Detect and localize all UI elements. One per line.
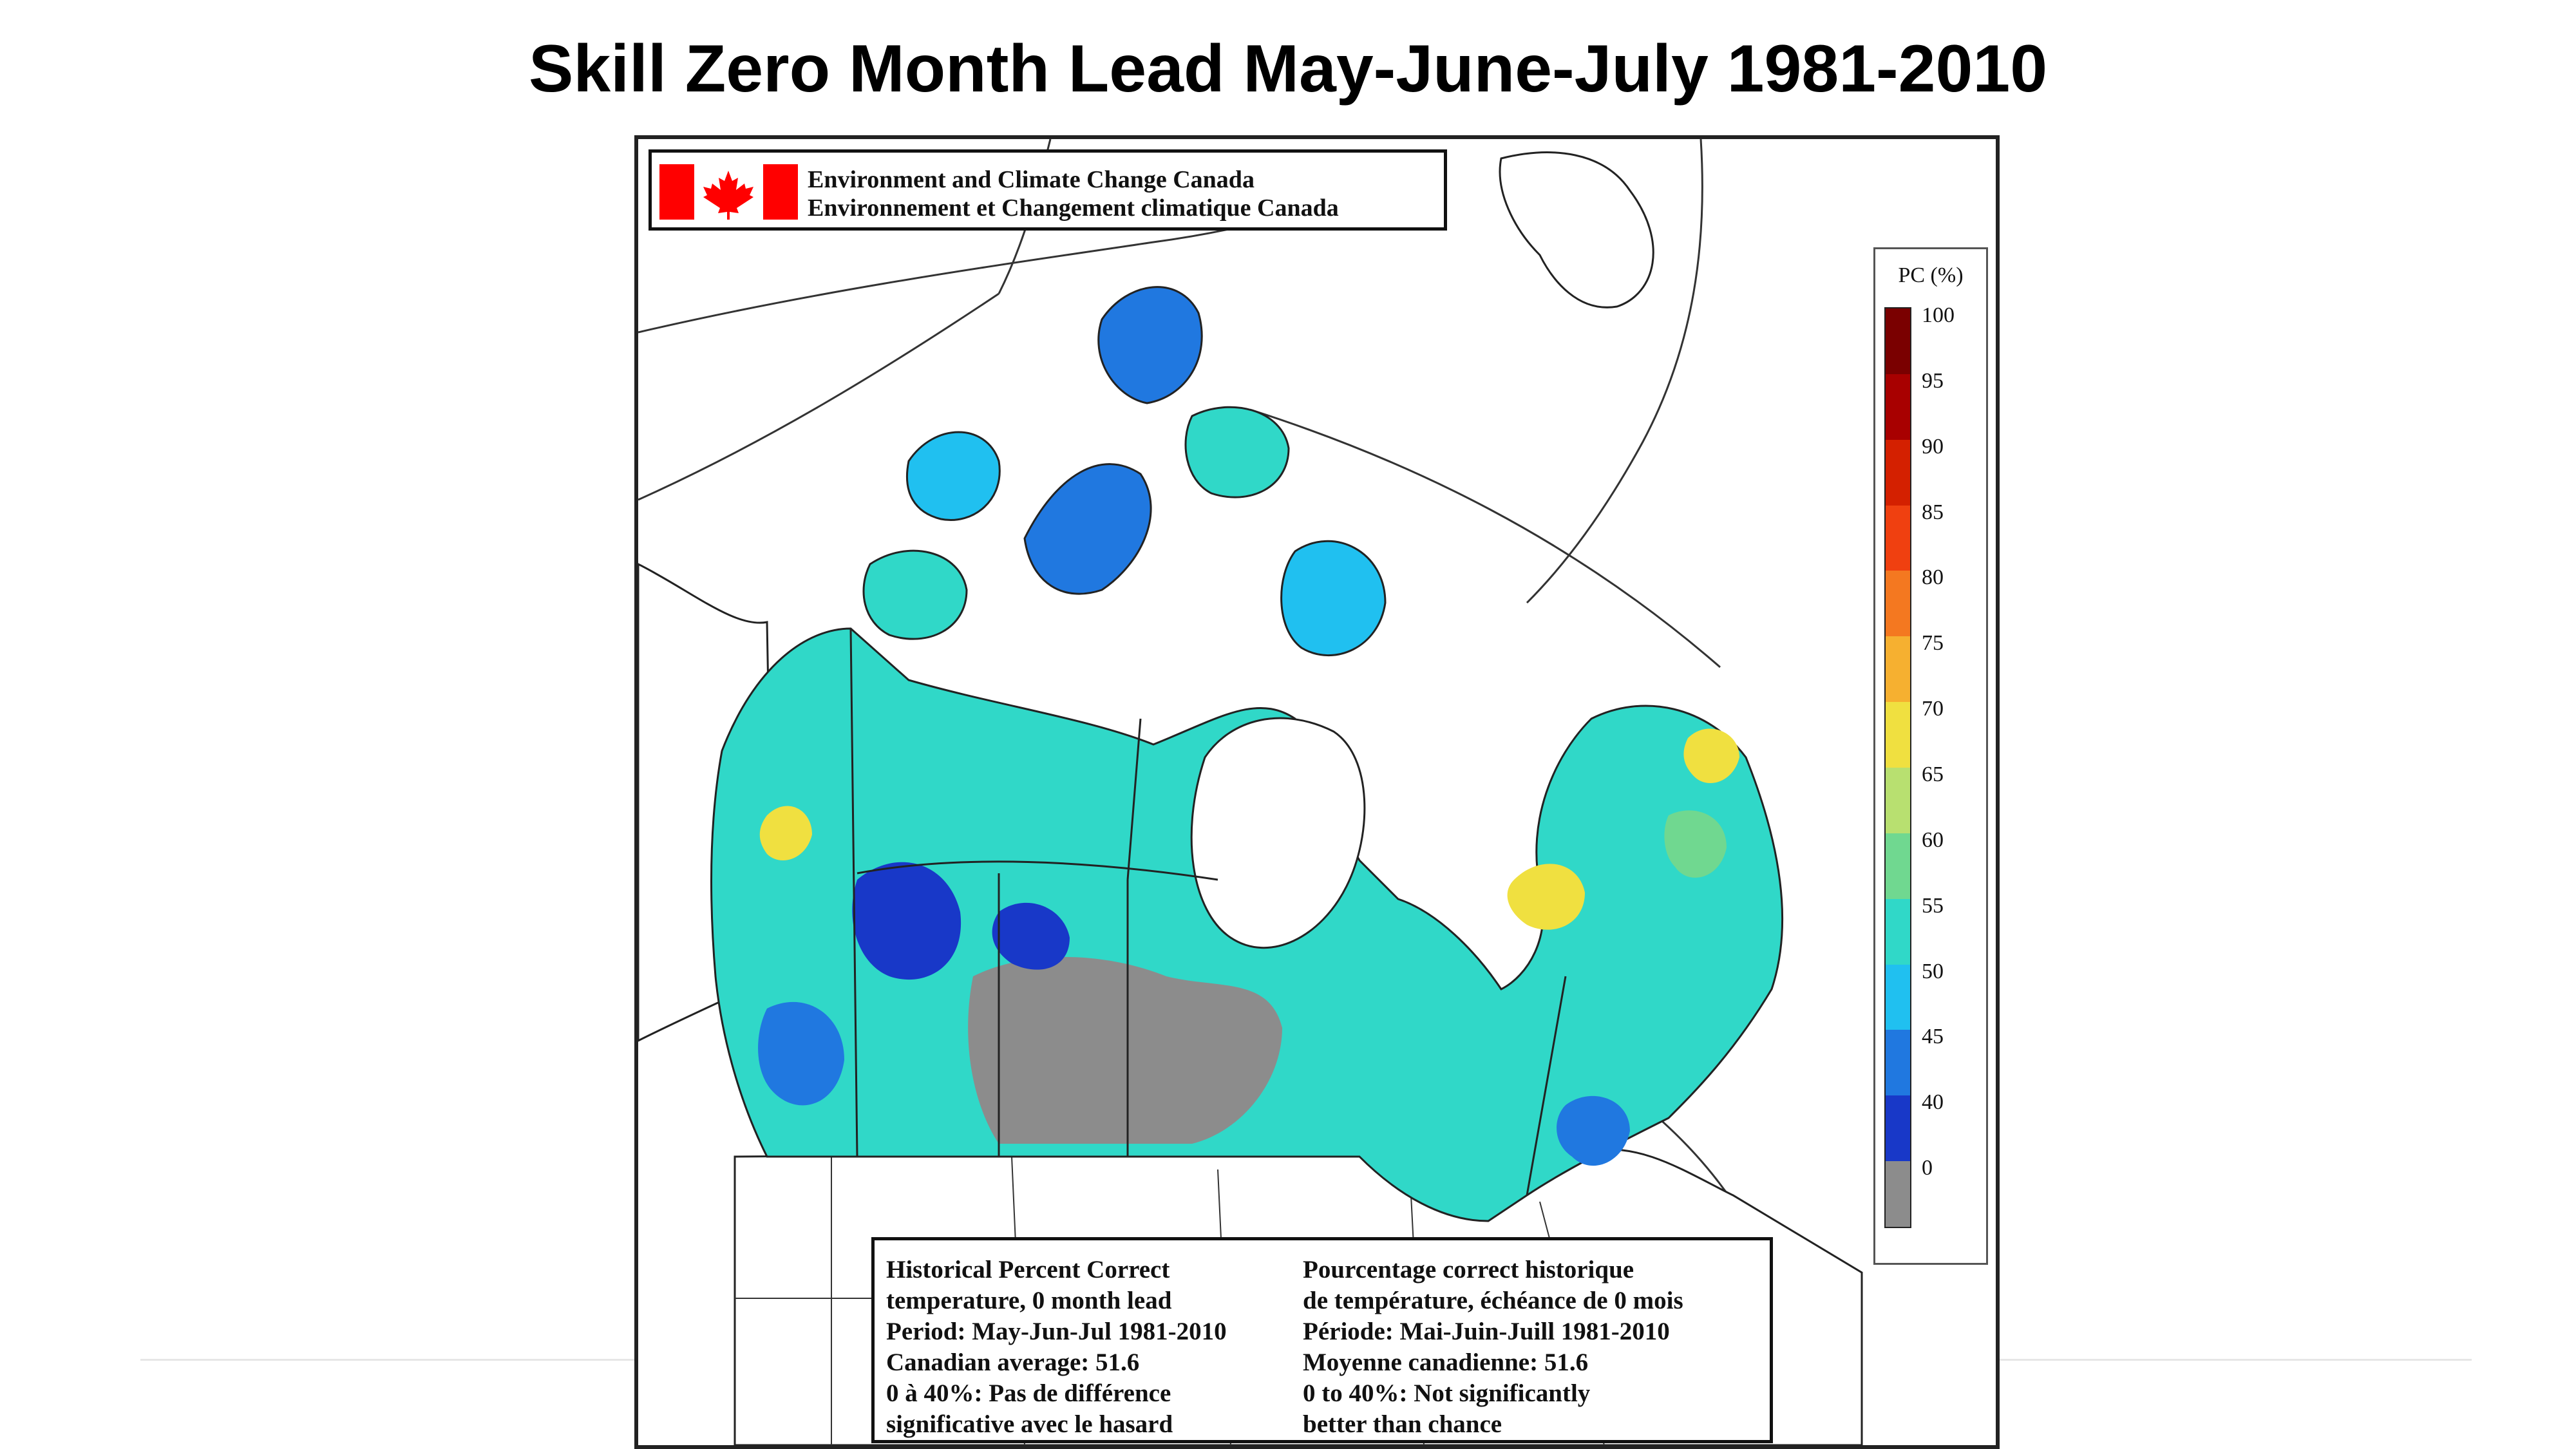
legend-swatch xyxy=(1886,1030,1910,1096)
info-english-line: significative avec le hasard xyxy=(886,1410,1173,1438)
slide-title: Skill Zero Month Lead May-June-July 1981… xyxy=(528,32,2048,106)
legend-swatch xyxy=(1886,1161,1910,1227)
canada-flag-icon xyxy=(659,164,798,220)
legend-swatch xyxy=(1886,636,1910,703)
legend-swatch xyxy=(1886,1095,1910,1162)
legend-swatch xyxy=(1886,833,1910,900)
legend-label: 95 xyxy=(1922,368,1944,393)
legend-label: 90 xyxy=(1922,434,1944,459)
agency-name-french: Environnement et Changement climatique C… xyxy=(808,194,1339,222)
info-french-line: Pourcentage correct historique xyxy=(1303,1256,1634,1283)
info-english-line: Canadian average: 51.6 xyxy=(886,1349,1140,1376)
info-english-line: temperature, 0 month lead xyxy=(886,1287,1172,1314)
agency-name-english: Environment and Climate Change Canada xyxy=(808,166,1255,193)
map-frame: Environment and Climate Change Canada En… xyxy=(634,135,2000,1449)
info-french-line: better than chance xyxy=(1303,1410,1502,1438)
legend-swatch xyxy=(1886,964,1910,1030)
legend-swatch xyxy=(1886,308,1910,375)
legend-label: 80 xyxy=(1922,565,1944,590)
legend-swatch xyxy=(1886,505,1910,571)
info-french-column: Pourcentage correct historique de tempér… xyxy=(1303,1255,1683,1440)
legend-label: 85 xyxy=(1922,500,1944,524)
skill-field xyxy=(710,286,1784,1222)
legend-label: 75 xyxy=(1922,631,1944,656)
legend-label: 50 xyxy=(1922,959,1944,983)
legend-label: 70 xyxy=(1922,697,1944,721)
legend-label: 45 xyxy=(1922,1025,1944,1049)
info-english-line: Historical Percent Correct xyxy=(886,1256,1170,1283)
info-french-line: 0 to 40%: Not significantly xyxy=(1303,1379,1591,1407)
legend-label: 0 xyxy=(1922,1156,1933,1180)
legend-swatch xyxy=(1886,439,1910,506)
provincial-borders xyxy=(849,628,1567,1196)
color-legend: PC (%) 100 95 90 85 80 75 70 65 60 55 50 45 40 0 xyxy=(1873,247,1988,1265)
agency-header: Environment and Climate Change Canada En… xyxy=(649,149,1447,231)
legend-color-bar xyxy=(1884,307,1911,1228)
info-english-line: 0 à 40%: Pas de différence xyxy=(886,1379,1171,1407)
legend-label: 100 xyxy=(1922,303,1955,327)
legend-swatch xyxy=(1886,702,1910,768)
legend-swatch xyxy=(1886,768,1910,834)
legend-label: 60 xyxy=(1922,828,1944,852)
legend-swatch xyxy=(1886,898,1910,965)
info-french-line: de température, échéance de 0 mois xyxy=(1303,1287,1683,1314)
info-french-line: Moyenne canadienne: 51.6 xyxy=(1303,1349,1589,1376)
info-box: Historical Percent Correct temperature, … xyxy=(871,1237,1773,1443)
info-english-column: Historical Percent Correct temperature, … xyxy=(886,1255,1227,1440)
legend-title: PC (%) xyxy=(1898,263,1964,287)
legend-label: 65 xyxy=(1922,762,1944,786)
info-english-line: Period: May-Jun-Jul 1981-2010 xyxy=(886,1318,1227,1345)
legend-label: 55 xyxy=(1922,893,1944,918)
legend-swatch xyxy=(1886,571,1910,637)
info-french-line: Période: Mai-Juin-Juill 1981-2010 xyxy=(1303,1318,1670,1345)
legend-swatch xyxy=(1886,374,1910,440)
legend-label: 40 xyxy=(1922,1090,1944,1115)
